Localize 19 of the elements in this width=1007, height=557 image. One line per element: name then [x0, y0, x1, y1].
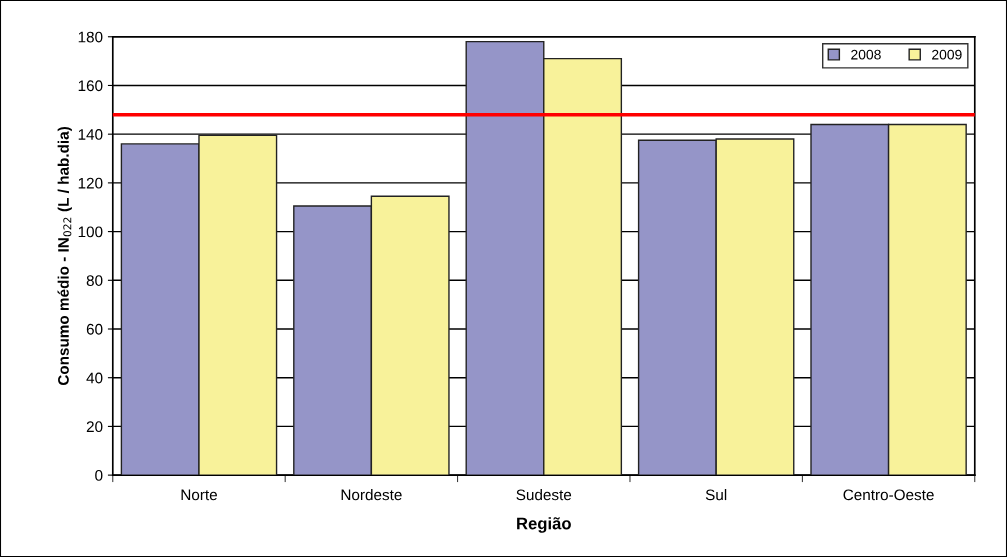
legend-label: 2009 [932, 49, 962, 60]
x-tick-label: Sul [705, 489, 727, 501]
y-tick-label: 60 [86, 323, 103, 335]
x-tick-label: Sudeste [516, 489, 572, 501]
y-tick-label: 160 [78, 80, 103, 92]
y-tick-label: 140 [78, 129, 103, 140]
y-tick-label: 180 [78, 31, 103, 43]
x-tick-label: Centro-Oeste [843, 489, 934, 501]
y-tick-label: 40 [86, 372, 103, 384]
y-tick-label: 100 [78, 226, 103, 238]
x-tick-label: Norte [181, 489, 217, 501]
y-tick-label: 80 [86, 275, 103, 286]
y-tick-label: 0 [95, 469, 103, 481]
y-tick-label: 120 [78, 177, 103, 189]
y-tick-label: 20 [86, 421, 103, 433]
y-axis-title: Consumo médio - IN$_{022}$ (L / hab.dia) [57, 127, 72, 386]
x-tick-label: Nordeste [341, 489, 402, 501]
x-axis-title: Região [517, 517, 571, 533]
legend-label: 2008 [851, 49, 881, 60]
